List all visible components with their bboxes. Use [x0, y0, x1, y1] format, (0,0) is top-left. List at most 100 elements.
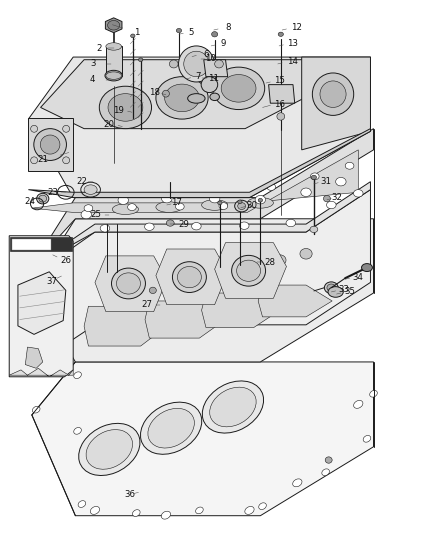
Ellipse shape	[301, 188, 311, 197]
Text: 28: 28	[265, 258, 276, 266]
Polygon shape	[18, 272, 66, 334]
Ellipse shape	[209, 195, 220, 203]
Text: 33: 33	[339, 285, 350, 294]
Polygon shape	[106, 18, 122, 33]
Polygon shape	[31, 182, 371, 268]
Ellipse shape	[259, 503, 266, 510]
Text: 25: 25	[91, 210, 102, 219]
Ellipse shape	[176, 203, 184, 210]
Ellipse shape	[201, 77, 218, 93]
Ellipse shape	[324, 282, 338, 294]
Text: 20: 20	[104, 120, 115, 129]
Ellipse shape	[336, 177, 346, 186]
Ellipse shape	[63, 157, 70, 164]
Polygon shape	[32, 128, 374, 266]
Ellipse shape	[32, 298, 41, 309]
Ellipse shape	[156, 202, 182, 213]
Ellipse shape	[79, 423, 140, 475]
Text: 17: 17	[171, 198, 182, 207]
Text: 13: 13	[286, 39, 297, 49]
Polygon shape	[31, 190, 371, 367]
Ellipse shape	[212, 67, 265, 110]
Ellipse shape	[32, 272, 41, 282]
Text: 8: 8	[225, 23, 230, 33]
Text: 27: 27	[141, 300, 153, 309]
Ellipse shape	[210, 387, 256, 427]
Ellipse shape	[361, 264, 372, 271]
Ellipse shape	[86, 430, 133, 469]
Ellipse shape	[327, 284, 336, 292]
Polygon shape	[268, 85, 295, 103]
Text: 22: 22	[76, 177, 88, 186]
Ellipse shape	[248, 261, 260, 272]
Ellipse shape	[34, 128, 67, 160]
Polygon shape	[32, 219, 374, 362]
Ellipse shape	[106, 43, 121, 50]
Ellipse shape	[148, 408, 194, 448]
Text: 2: 2	[96, 44, 102, 53]
Polygon shape	[302, 57, 371, 150]
Ellipse shape	[162, 90, 170, 97]
Ellipse shape	[202, 381, 264, 433]
Text: 30: 30	[246, 201, 257, 210]
Ellipse shape	[90, 506, 99, 514]
Ellipse shape	[78, 500, 86, 507]
Ellipse shape	[325, 457, 332, 463]
Polygon shape	[41, 60, 350, 128]
Text: 37: 37	[46, 277, 57, 286]
Ellipse shape	[32, 406, 40, 413]
Ellipse shape	[131, 34, 135, 38]
Ellipse shape	[145, 223, 154, 230]
Polygon shape	[145, 301, 226, 338]
Polygon shape	[106, 46, 121, 76]
Ellipse shape	[212, 31, 218, 37]
Ellipse shape	[196, 507, 203, 514]
Ellipse shape	[370, 390, 377, 397]
Ellipse shape	[300, 248, 312, 259]
Ellipse shape	[138, 58, 143, 62]
Text: 3: 3	[90, 60, 95, 68]
Polygon shape	[28, 128, 371, 198]
Ellipse shape	[247, 198, 273, 208]
Ellipse shape	[232, 255, 265, 286]
Ellipse shape	[311, 175, 317, 180]
Ellipse shape	[74, 372, 81, 378]
Ellipse shape	[177, 266, 201, 288]
Text: 26: 26	[60, 256, 71, 265]
Ellipse shape	[218, 201, 222, 205]
Ellipse shape	[353, 400, 363, 408]
Polygon shape	[156, 249, 228, 305]
Ellipse shape	[105, 70, 122, 81]
Polygon shape	[204, 60, 228, 77]
Text: 23: 23	[47, 188, 58, 197]
Polygon shape	[25, 347, 43, 368]
Polygon shape	[201, 293, 280, 327]
Ellipse shape	[187, 94, 205, 103]
Ellipse shape	[345, 163, 354, 169]
Text: 18: 18	[149, 88, 160, 97]
Ellipse shape	[177, 28, 182, 33]
Polygon shape	[9, 368, 73, 377]
Ellipse shape	[322, 469, 329, 475]
Ellipse shape	[245, 506, 254, 514]
Ellipse shape	[133, 510, 140, 516]
Ellipse shape	[113, 204, 138, 215]
Ellipse shape	[81, 211, 92, 219]
Ellipse shape	[184, 51, 209, 77]
Ellipse shape	[84, 185, 97, 195]
Polygon shape	[84, 306, 167, 346]
Ellipse shape	[235, 200, 249, 212]
Ellipse shape	[162, 195, 172, 203]
Text: 19: 19	[113, 106, 124, 115]
Ellipse shape	[37, 193, 49, 204]
Text: 10: 10	[205, 54, 216, 63]
Text: 16: 16	[275, 100, 286, 109]
Ellipse shape	[286, 219, 296, 227]
Ellipse shape	[274, 255, 286, 265]
Polygon shape	[258, 285, 332, 317]
Text: 6: 6	[203, 50, 208, 59]
Ellipse shape	[149, 287, 156, 294]
Ellipse shape	[326, 201, 336, 209]
Ellipse shape	[84, 205, 93, 212]
Text: 4: 4	[90, 75, 95, 84]
